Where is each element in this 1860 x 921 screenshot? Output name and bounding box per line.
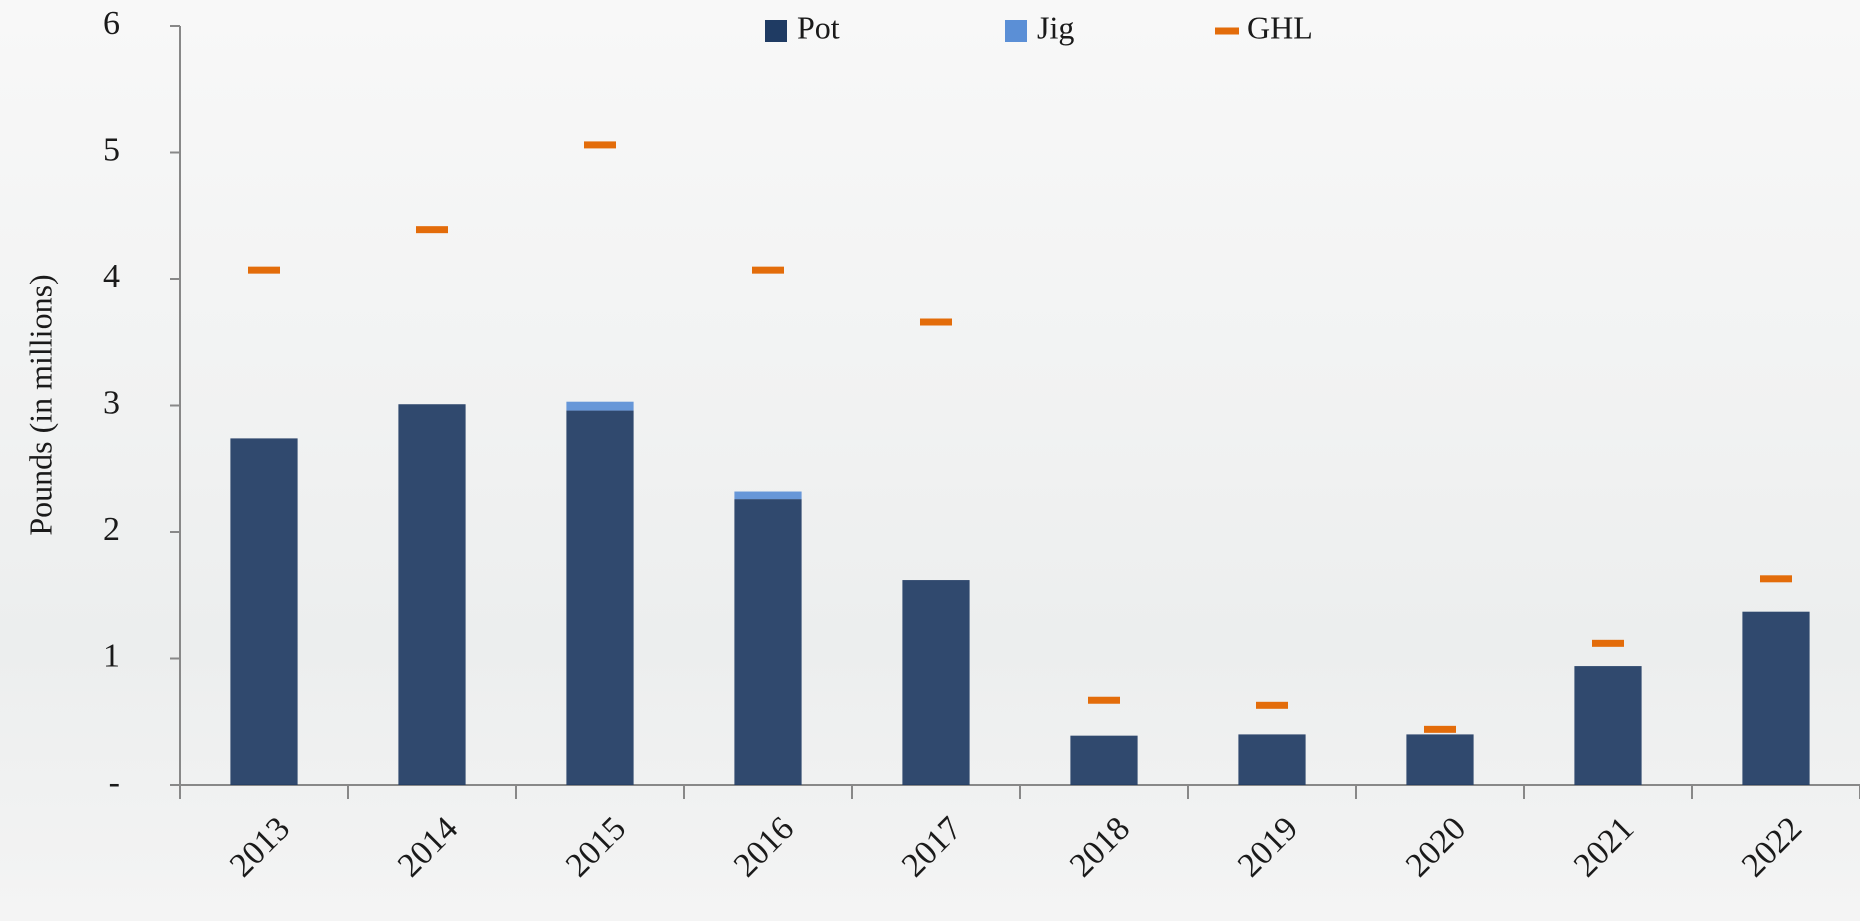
bar-segment [734,499,801,785]
legend-label: Pot [797,9,840,45]
ghl-marker [584,141,616,148]
ghl-marker [1256,702,1288,709]
y-tick-label: 6 [103,5,120,42]
x-tick-label: 2014 [391,810,465,884]
ghl-marker [1592,640,1624,647]
x-tick-label: 2017 [895,810,969,884]
ghl-marker [1424,726,1456,733]
bar-segment [1574,666,1641,785]
y-tick-label: 1 [103,637,120,674]
x-tick-label: 2020 [1399,810,1473,884]
y-tick-label: 5 [103,131,120,168]
legend-swatch [765,20,787,42]
y-tick-label: 4 [103,258,120,295]
x-tick-label: 2022 [1735,810,1809,884]
x-tick-label: 2018 [1063,810,1137,884]
bar-segment [566,402,633,411]
x-tick-label: 2015 [559,810,633,884]
ghl-marker [248,267,280,274]
y-tick-label: 3 [103,384,120,421]
bar-segment [1238,734,1305,785]
ghl-marker [416,226,448,233]
legend-swatch [1005,20,1027,42]
chart: Pounds (in millions) - 1 2 3 4 5 6 2013 2014 2015… [0,0,1860,921]
bar-segment [230,438,297,785]
ghl-marker [1088,697,1120,704]
y-tick-label: - [109,764,120,801]
ghl-marker [1760,575,1792,582]
y-tick-label: 2 [103,511,120,548]
ghl-marker [920,319,952,326]
bar-segment [566,411,633,785]
x-tick-label: 2013 [223,810,297,884]
x-tick-label: 2016 [727,810,801,884]
bar-segment [734,492,801,500]
bar-segment [902,580,969,785]
y-axis-label: Pounds (in millions) [22,274,58,535]
ghl-marker [752,267,784,274]
bar-segment [1742,612,1809,785]
bar-segment [1070,736,1137,785]
legend-label: Jig [1037,9,1074,45]
bar-segment [1406,734,1473,785]
legend-swatch [1215,28,1239,35]
x-tick-label: 2019 [1231,810,1305,884]
legend-label: GHL [1247,9,1313,45]
x-tick-label: 2021 [1567,810,1641,884]
bar-segment [398,404,465,785]
